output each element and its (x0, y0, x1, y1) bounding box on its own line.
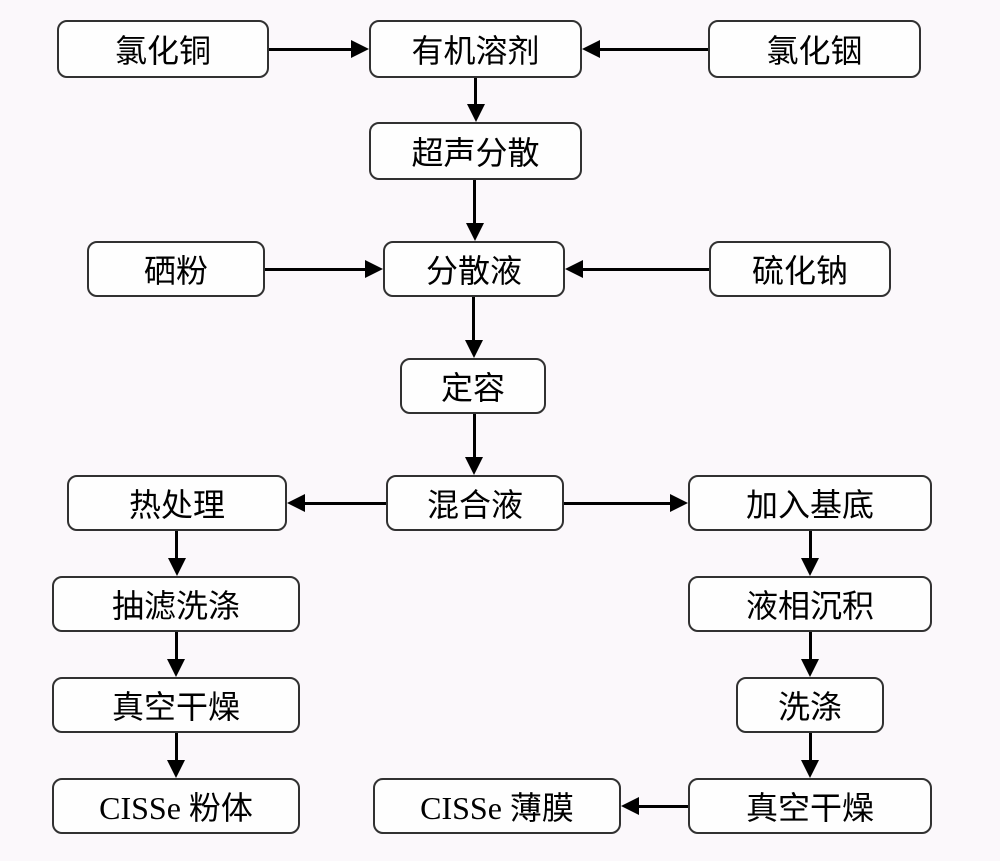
node-label: 抽滤洗涤 (112, 581, 240, 627)
node-label: 热处理 (129, 480, 225, 526)
node-n16: CISSe 粉体 (52, 778, 300, 834)
arrow-n9-n12-head (168, 558, 186, 576)
arrow-n6-n8-head (465, 340, 483, 358)
node-label: 真空干燥 (746, 783, 874, 829)
arrow-n9-n12-line (175, 531, 178, 560)
node-label: 氯化铟 (766, 26, 862, 72)
node-label: 超声分散 (411, 128, 539, 174)
node-label: 有机溶剂 (411, 26, 539, 72)
arrow-n18-n17-line (637, 805, 688, 808)
node-n13: 液相沉积 (688, 576, 932, 632)
arrow-n7-n6-line (581, 268, 709, 271)
node-label: CISSe 粉体 (99, 783, 253, 829)
arrow-n10-n9-head (287, 494, 305, 512)
arrow-n12-n14-head (167, 659, 185, 677)
node-label: 定容 (441, 363, 505, 409)
arrow-n4-n6-head (466, 223, 484, 241)
arrow-n1-n2-line (269, 48, 353, 51)
arrow-n12-n14-line (175, 632, 178, 661)
arrow-n1-n2-head (351, 40, 369, 58)
node-label: 混合液 (427, 480, 523, 526)
arrow-n10-n11-head (670, 494, 688, 512)
node-n15: 洗涤 (736, 677, 884, 733)
node-n3: 氯化铟 (708, 20, 921, 78)
node-n17: CISSe 薄膜 (373, 778, 621, 834)
arrow-n14-n16-head (167, 760, 185, 778)
arrow-n14-n16-line (175, 733, 178, 762)
node-label: 硒粉 (144, 246, 208, 292)
arrow-n2-n4-head (467, 104, 485, 122)
arrow-n15-n18-line (809, 733, 812, 762)
node-n5: 硒粉 (87, 241, 265, 297)
arrow-n5-n6-line (265, 268, 367, 271)
node-n1: 氯化铜 (57, 20, 269, 78)
node-label: 硫化钠 (752, 246, 848, 292)
node-label: 分散液 (426, 246, 522, 292)
arrow-n11-n13-head (801, 558, 819, 576)
node-n9: 热处理 (67, 475, 287, 531)
arrow-n11-n13-line (809, 531, 812, 560)
node-n8: 定容 (400, 358, 546, 414)
arrow-n3-n2-head (582, 40, 600, 58)
node-label: 真空干燥 (112, 682, 240, 728)
node-label: CISSe 薄膜 (420, 783, 574, 829)
node-n4: 超声分散 (369, 122, 582, 180)
node-label: 液相沉积 (746, 581, 874, 627)
arrow-n8-n10-head (465, 457, 483, 475)
arrow-n4-n6-line (473, 180, 476, 225)
arrow-n8-n10-line (473, 414, 476, 459)
node-n18: 真空干燥 (688, 778, 932, 834)
node-n14: 真空干燥 (52, 677, 300, 733)
node-n6: 分散液 (383, 241, 565, 297)
arrow-n10-n9-line (303, 502, 386, 505)
arrow-n13-n15-line (809, 632, 812, 661)
arrow-n3-n2-line (598, 48, 708, 51)
node-label: 洗涤 (778, 682, 842, 728)
node-n2: 有机溶剂 (369, 20, 582, 78)
arrow-n18-n17-head (621, 797, 639, 815)
node-label: 氯化铜 (115, 26, 211, 72)
arrow-n13-n15-head (801, 659, 819, 677)
arrow-n6-n8-line (472, 297, 475, 342)
node-n10: 混合液 (386, 475, 564, 531)
arrow-n10-n11-line (564, 502, 672, 505)
arrow-n5-n6-head (365, 260, 383, 278)
arrow-n15-n18-head (801, 760, 819, 778)
node-n11: 加入基底 (688, 475, 932, 531)
arrow-n2-n4-line (474, 78, 477, 106)
node-n7: 硫化钠 (709, 241, 891, 297)
arrow-n7-n6-head (565, 260, 583, 278)
node-label: 加入基底 (746, 480, 874, 526)
node-n12: 抽滤洗涤 (52, 576, 300, 632)
